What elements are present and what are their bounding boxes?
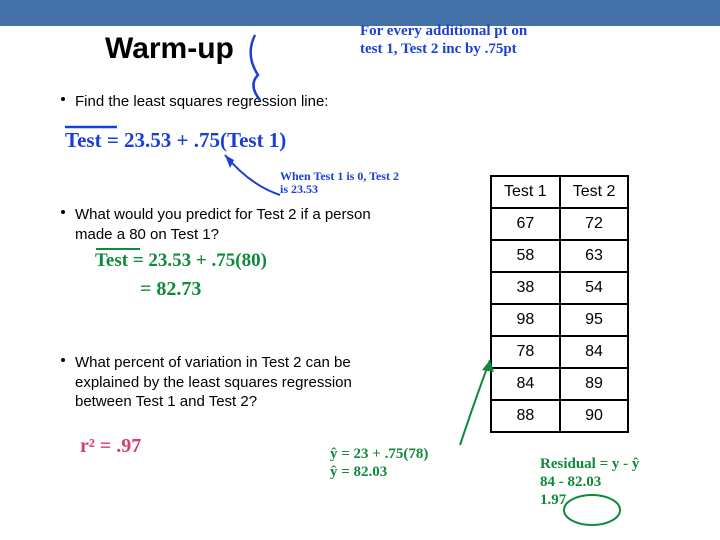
table-row: 3854 [491,272,628,304]
page-title: Warm-up [105,32,234,66]
annotation-prediction-result: = 82.73 [140,278,201,301]
table-row: 9895 [491,304,628,336]
bullet-2-text: What would you predict for Test 2 if a p… [75,206,371,243]
annotation-regression-equation: Test = 23.53 + .75(Test 1) [65,128,286,153]
table-row: 7884 [491,336,628,368]
table-row: 5863 [491,240,628,272]
bullet-1-text: Find the least squares regression line: [75,93,328,110]
annotation-r-squared: r² = .97 [80,435,141,458]
table-row: 6772 [491,208,628,240]
annotation-intercept: When Test 1 is 0, Test 2 is 23.53 [280,170,399,196]
data-table: Test 1 Test 2 6772 5863 3854 9895 7884 8… [490,175,629,433]
annotation-interpretation: For every additional pt on test 1, Test … [360,22,527,58]
annotation-prediction-calc: Test = 23.53 + .75(80) [95,250,267,272]
table-row: 8489 [491,368,628,400]
table-header-row: Test 1 Test 2 [491,176,628,208]
bullet-dot-icon [61,210,65,214]
annotation-yhat-calc: ŷ = 23 + .75(78) ŷ = 82.03 [330,445,428,481]
table-header: Test 2 [560,176,629,208]
bullet-1: Find the least squares regression line: [75,92,328,112]
bullet-dot-icon [61,358,65,362]
bullet-3: What percent of variation in Test 2 can … [75,353,385,412]
bullet-dot-icon [61,97,65,101]
table-row: 8890 [491,400,628,432]
table-header: Test 1 [491,176,560,208]
annotation-residual-calc: Residual = y - ŷ 84 - 82.03 1.97 [540,455,639,509]
bullet-3-text: What percent of variation in Test 2 can … [75,354,352,410]
bullet-2: What would you predict for Test 2 if a p… [75,205,375,244]
